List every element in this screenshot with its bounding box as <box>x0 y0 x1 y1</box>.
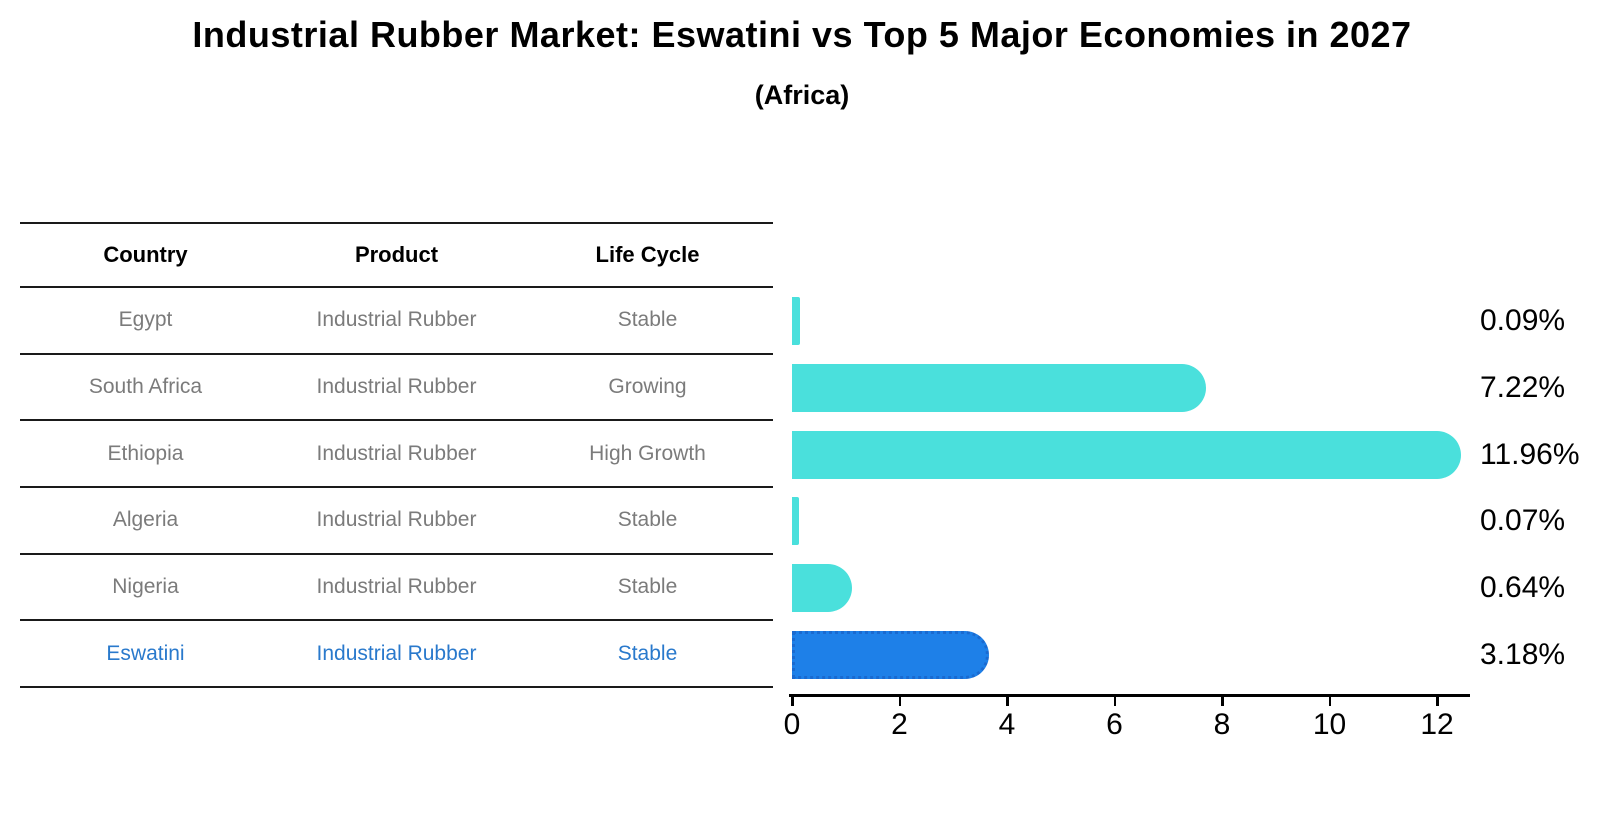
bar-south-africa <box>792 364 1207 412</box>
x-tick-label: 0 <box>783 708 801 741</box>
cell-life-cycle: Stable <box>617 574 678 598</box>
bar-ethiopia <box>792 430 1461 479</box>
cell-life-cycle: Stable <box>617 508 678 532</box>
country-table: Country Product Life Cycle Egypt Industri… <box>20 222 773 688</box>
cell-country: Egypt <box>118 308 173 332</box>
x-tick <box>1221 697 1224 706</box>
value-label: 0.07% <box>1480 504 1566 538</box>
table-row: Nigeria Industrial Rubber Stable <box>20 555 773 622</box>
chart-subtitle: (Africa) <box>754 80 850 110</box>
x-tick-label: 4 <box>998 708 1016 741</box>
bar-algeria <box>792 497 799 546</box>
cell-product: Industrial Rubber <box>316 508 477 532</box>
cell-country: Algeria <box>112 508 179 532</box>
cell-life-cycle: High Growth <box>589 441 706 465</box>
x-tick-label: 8 <box>1213 708 1231 741</box>
cell-life-cycle: Stable <box>617 641 678 665</box>
table-row: Algeria Industrial Rubber Stable <box>20 488 773 555</box>
cell-life-cycle: Stable <box>617 308 678 332</box>
table-row: South Africa Industrial Rubber Growing <box>20 355 773 422</box>
value-label: 0.64% <box>1480 571 1566 604</box>
cell-product: Industrial Rubber <box>316 308 477 332</box>
x-tick <box>1328 697 1331 706</box>
x-tick <box>791 697 794 706</box>
table-row: Eswatini Industrial Rubber Stable <box>20 621 773 688</box>
value-label: 3.18% <box>1480 637 1566 671</box>
x-tick <box>898 697 901 706</box>
value-label: 7.22% <box>1480 371 1566 404</box>
cell-product: Industrial Rubber <box>316 441 477 465</box>
x-tick-label: 2 <box>891 708 908 741</box>
value-label: 0.09% <box>1480 304 1566 338</box>
bar-eswatini <box>792 630 989 679</box>
table-row: Egypt Industrial Rubber Stable <box>20 288 773 355</box>
x-tick <box>1436 697 1439 706</box>
x-tick-label: 10 <box>1312 708 1347 741</box>
x-tick-label: 6 <box>1106 708 1123 741</box>
chart-title: Industrial Rubber Market: Eswatini vs To… <box>192 14 1412 55</box>
cell-product: Industrial Rubber <box>316 374 477 398</box>
cell-country: Ethiopia <box>107 441 184 465</box>
cell-product: Industrial Rubber <box>316 641 477 665</box>
cell-country: Eswatini <box>106 641 185 665</box>
header-cell-life-cycle: Life Cycle <box>595 242 700 267</box>
x-tick <box>1006 697 1009 706</box>
table-header-row: Country Product Life Cycle <box>20 222 773 288</box>
value-label: 11.96% <box>1480 437 1580 471</box>
cell-country: Nigeria <box>112 574 179 598</box>
bar-nigeria <box>792 564 853 612</box>
x-axis-line <box>789 694 1470 697</box>
bar-egypt <box>792 297 800 346</box>
table-body: Egypt Industrial Rubber Stable South Africa… <box>20 288 773 688</box>
x-tick-label: 12 <box>1420 708 1454 741</box>
table-row: Ethiopia Industrial Rubber High Growth <box>20 421 773 488</box>
cell-life-cycle: Growing <box>608 374 687 398</box>
x-tick <box>1113 697 1116 706</box>
header-cell-country: Country <box>103 242 188 267</box>
header-cell-product: Product <box>354 242 439 267</box>
cell-product: Industrial Rubber <box>316 574 477 598</box>
cell-country: South Africa <box>88 374 203 398</box>
